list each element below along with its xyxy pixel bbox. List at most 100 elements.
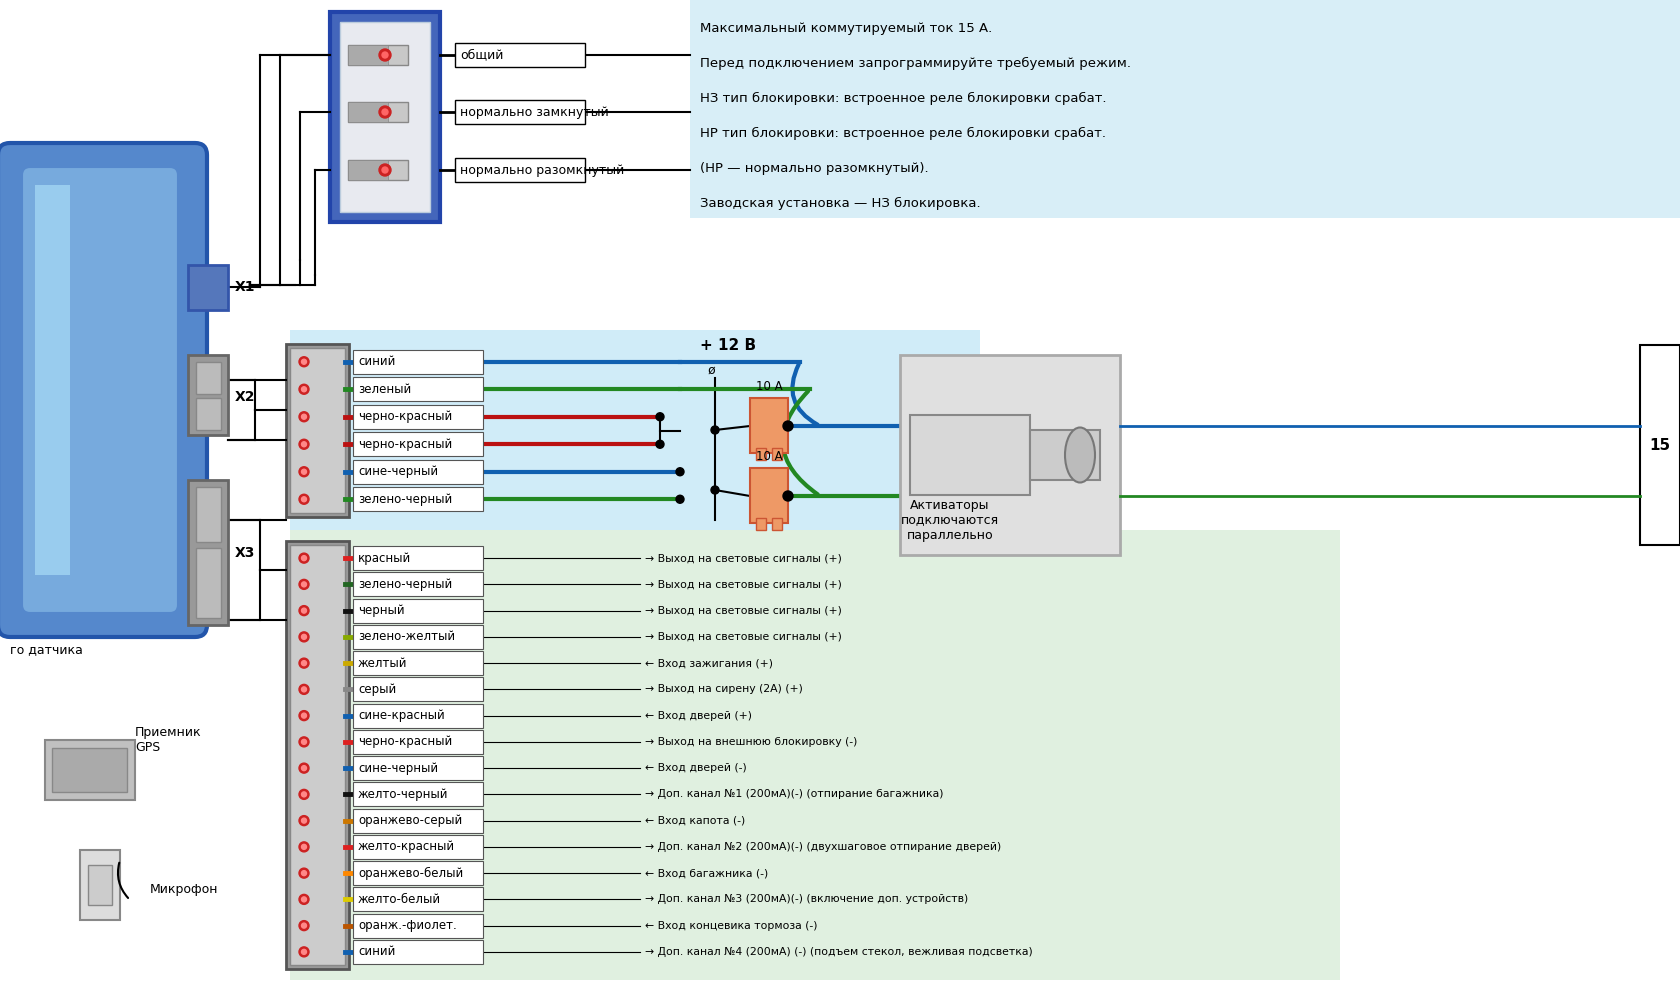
Circle shape bbox=[378, 49, 391, 61]
Circle shape bbox=[299, 736, 309, 746]
Text: Заводская установка — НЗ блокировка.: Заводская установка — НЗ блокировка. bbox=[699, 197, 979, 210]
Text: → Выход на световые сигналы (+): → Выход на световые сигналы (+) bbox=[645, 606, 842, 616]
Text: X1: X1 bbox=[235, 280, 255, 294]
Text: ← Вход зажигания (+): ← Вход зажигания (+) bbox=[645, 658, 773, 668]
Circle shape bbox=[301, 635, 306, 640]
Bar bbox=[353, 651, 482, 675]
Circle shape bbox=[299, 790, 309, 800]
Text: оранжево-белый: оранжево-белый bbox=[358, 866, 464, 879]
Bar bbox=[353, 572, 482, 597]
Circle shape bbox=[299, 764, 309, 774]
Text: сине-красный: сине-красный bbox=[358, 709, 445, 722]
Bar bbox=[455, 158, 585, 182]
Bar bbox=[35, 185, 71, 575]
Bar bbox=[756, 448, 766, 460]
Bar bbox=[353, 546, 482, 570]
Text: → Доп. канал №2 (200мА)(-) (двухшаговое отпирание дверей): → Доп. канал №2 (200мА)(-) (двухшаговое … bbox=[645, 842, 1001, 852]
Circle shape bbox=[378, 164, 391, 176]
Bar bbox=[87, 865, 113, 905]
Circle shape bbox=[299, 494, 309, 504]
Bar bbox=[353, 350, 482, 374]
Circle shape bbox=[301, 818, 306, 823]
Circle shape bbox=[299, 553, 309, 563]
Text: зелено-черный: зелено-черный bbox=[358, 577, 452, 591]
Text: Максимальный коммутируемый ток 15 А.: Максимальный коммутируемый ток 15 А. bbox=[699, 22, 991, 35]
Bar bbox=[749, 398, 788, 453]
Text: зеленый: зеленый bbox=[358, 382, 412, 395]
Text: → Выход на световые сигналы (+): → Выход на световые сигналы (+) bbox=[645, 632, 842, 642]
Circle shape bbox=[301, 870, 306, 875]
Bar bbox=[197, 548, 220, 618]
Text: синий: синий bbox=[358, 355, 395, 368]
Bar bbox=[353, 887, 482, 911]
Bar bbox=[909, 415, 1030, 495]
Circle shape bbox=[301, 386, 306, 391]
Text: ø: ø bbox=[707, 363, 716, 376]
Circle shape bbox=[675, 468, 684, 476]
Text: желто-красный: желто-красный bbox=[358, 840, 455, 853]
Bar bbox=[353, 940, 482, 964]
Circle shape bbox=[301, 442, 306, 447]
Bar bbox=[353, 625, 482, 649]
Circle shape bbox=[301, 359, 306, 364]
Bar bbox=[353, 404, 482, 429]
Bar bbox=[353, 835, 482, 859]
Circle shape bbox=[301, 469, 306, 474]
Circle shape bbox=[711, 426, 719, 434]
Circle shape bbox=[301, 581, 306, 586]
Text: → Выход на световые сигналы (+): → Выход на световые сигналы (+) bbox=[645, 579, 842, 590]
Text: X2: X2 bbox=[235, 390, 255, 404]
Text: → Выход на внешнюю блокировку (-): → Выход на внешнюю блокировку (-) bbox=[645, 736, 857, 746]
Bar bbox=[188, 355, 228, 435]
Circle shape bbox=[301, 608, 306, 613]
Bar bbox=[197, 487, 220, 542]
Circle shape bbox=[299, 411, 309, 422]
Bar bbox=[197, 362, 220, 394]
Circle shape bbox=[301, 792, 306, 797]
Circle shape bbox=[301, 555, 306, 560]
Text: оранж.-фиолет.: оранж.-фиолет. bbox=[358, 919, 457, 933]
Text: 15: 15 bbox=[1648, 438, 1670, 453]
Circle shape bbox=[301, 897, 306, 901]
Bar bbox=[348, 102, 408, 122]
Text: Перед подключением запрограммируйте требуемый режим.: Перед подключением запрограммируйте треб… bbox=[699, 57, 1131, 70]
Circle shape bbox=[299, 920, 309, 931]
Text: ← Вход капота (-): ← Вход капота (-) bbox=[645, 816, 744, 826]
Circle shape bbox=[299, 947, 309, 957]
Circle shape bbox=[299, 606, 309, 616]
Bar bbox=[348, 102, 388, 122]
Circle shape bbox=[299, 384, 309, 394]
Bar bbox=[353, 460, 482, 484]
Bar bbox=[353, 809, 482, 833]
Text: (НР — нормально разомкнутый).: (НР — нормально разомкнутый). bbox=[699, 162, 927, 175]
Text: X3: X3 bbox=[235, 546, 255, 560]
Circle shape bbox=[655, 441, 664, 449]
Text: желто-черный: желто-черный bbox=[358, 788, 449, 801]
Bar bbox=[353, 913, 482, 938]
Text: Микрофон: Микрофон bbox=[150, 883, 218, 896]
Bar bbox=[348, 160, 408, 180]
Circle shape bbox=[301, 924, 306, 929]
Circle shape bbox=[299, 632, 309, 642]
Text: красный: красный bbox=[358, 551, 412, 564]
Circle shape bbox=[783, 491, 793, 501]
Circle shape bbox=[299, 710, 309, 720]
Text: 10 А: 10 А bbox=[756, 450, 781, 463]
Bar bbox=[339, 22, 430, 212]
Circle shape bbox=[301, 687, 306, 692]
Text: ← Вход багажника (-): ← Вход багажника (-) bbox=[645, 868, 768, 878]
Bar bbox=[353, 433, 482, 457]
Bar bbox=[348, 45, 408, 65]
Bar bbox=[353, 757, 482, 780]
Circle shape bbox=[299, 684, 309, 694]
Bar bbox=[348, 45, 388, 65]
Bar bbox=[689, 0, 1680, 218]
Bar bbox=[286, 344, 349, 517]
Bar bbox=[353, 599, 482, 623]
Circle shape bbox=[301, 497, 306, 502]
Text: Активаторы
подключаются
параллельно: Активаторы подключаются параллельно bbox=[900, 499, 998, 541]
Text: желтый: желтый bbox=[358, 657, 407, 670]
Circle shape bbox=[381, 52, 388, 58]
Circle shape bbox=[301, 713, 306, 718]
Bar bbox=[81, 850, 119, 920]
